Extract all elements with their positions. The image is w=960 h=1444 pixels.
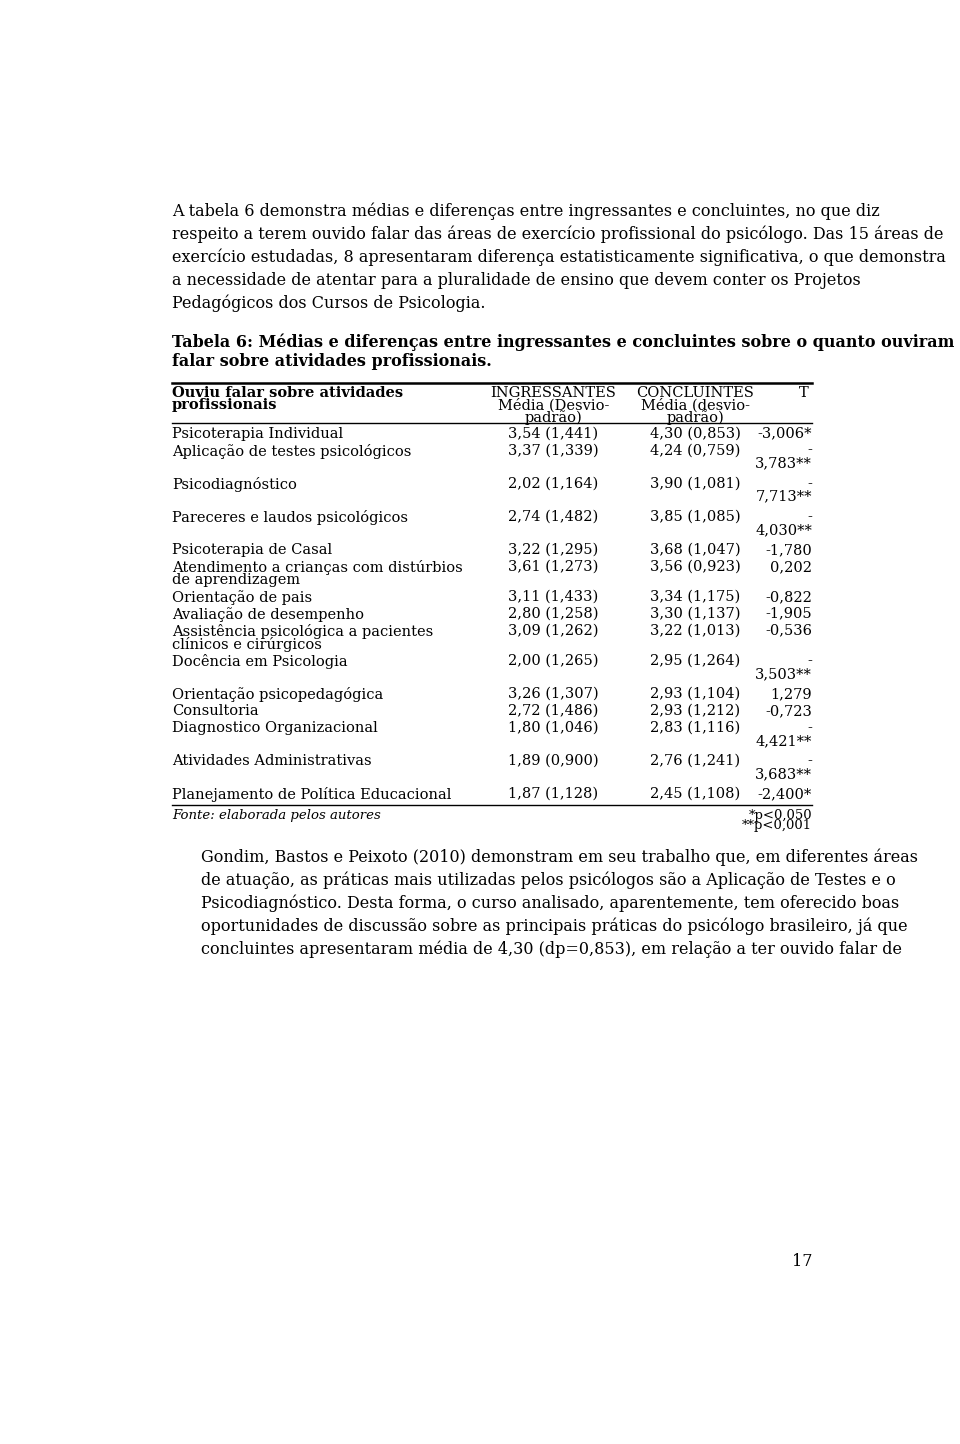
- Text: 3,34 (1,175): 3,34 (1,175): [650, 589, 740, 604]
- Text: Consultoria: Consultoria: [172, 703, 258, 718]
- Text: 2,93 (1,104): 2,93 (1,104): [650, 687, 740, 700]
- Text: Orientação psicopedagógica: Orientação psicopedagógica: [172, 687, 383, 702]
- Text: clínicos e cirúrgicos: clínicos e cirúrgicos: [172, 637, 322, 651]
- Text: -: -: [807, 754, 812, 768]
- Text: 3,683**: 3,683**: [756, 767, 812, 781]
- Text: 3,54 (1,441): 3,54 (1,441): [508, 426, 598, 440]
- Text: Psicodiagnóstico. Desta forma, o curso analisado, aparentemente, tem oferecido b: Psicodiagnóstico. Desta forma, o curso a…: [202, 895, 900, 913]
- Text: -0,536: -0,536: [765, 624, 812, 638]
- Text: de aprendizagem: de aprendizagem: [172, 573, 300, 586]
- Text: 3,30 (1,137): 3,30 (1,137): [650, 606, 741, 621]
- Text: Psicoterapia Individual: Psicoterapia Individual: [172, 426, 343, 440]
- Text: -0,723: -0,723: [765, 703, 812, 718]
- Text: CONCLUINTES: CONCLUINTES: [636, 386, 755, 400]
- Text: -3,006*: -3,006*: [757, 426, 812, 440]
- Text: -2,400*: -2,400*: [757, 787, 812, 801]
- Text: Aplicação de testes psicológicos: Aplicação de testes psicológicos: [172, 443, 411, 459]
- Text: 2,76 (1,241): 2,76 (1,241): [650, 754, 740, 768]
- Text: 3,85 (1,085): 3,85 (1,085): [650, 510, 741, 524]
- Text: 17: 17: [792, 1253, 812, 1269]
- Text: 7,713**: 7,713**: [756, 490, 812, 504]
- Text: 3,61 (1,273): 3,61 (1,273): [508, 560, 598, 573]
- Text: 3,503**: 3,503**: [756, 667, 812, 682]
- Text: Fonte: elaborada pelos autores: Fonte: elaborada pelos autores: [172, 809, 381, 822]
- Text: Ouviu falar sobre atividades: Ouviu falar sobre atividades: [172, 386, 403, 400]
- Text: 3,37 (1,339): 3,37 (1,339): [508, 443, 598, 458]
- Text: 3,56 (0,923): 3,56 (0,923): [650, 560, 741, 573]
- Text: 1,80 (1,046): 1,80 (1,046): [508, 721, 598, 735]
- Text: -: -: [807, 510, 812, 524]
- Text: -: -: [807, 477, 812, 491]
- Text: INGRESSANTES: INGRESSANTES: [491, 386, 616, 400]
- Text: 2,83 (1,116): 2,83 (1,116): [650, 721, 740, 735]
- Text: Assistência psicológica a pacientes: Assistência psicológica a pacientes: [172, 624, 433, 638]
- Text: Docência em Psicologia: Docência em Psicologia: [172, 654, 348, 669]
- Text: -: -: [807, 654, 812, 667]
- Text: 2,80 (1,258): 2,80 (1,258): [508, 606, 598, 621]
- Text: -1,780: -1,780: [765, 543, 812, 557]
- Text: Pedagógicos dos Cursos de Psicologia.: Pedagógicos dos Cursos de Psicologia.: [172, 295, 486, 312]
- Text: 3,11 (1,433): 3,11 (1,433): [508, 589, 598, 604]
- Text: respeito a terem ouvido falar das áreas de exercício profissional do psicólogo. : respeito a terem ouvido falar das áreas …: [172, 225, 944, 243]
- Text: 2,45 (1,108): 2,45 (1,108): [650, 787, 740, 801]
- Text: 0,202: 0,202: [770, 560, 812, 573]
- Text: 2,93 (1,212): 2,93 (1,212): [650, 703, 740, 718]
- Text: -1,905: -1,905: [765, 606, 812, 621]
- Text: 4,24 (0,759): 4,24 (0,759): [650, 443, 740, 458]
- Text: 2,72 (1,486): 2,72 (1,486): [508, 703, 598, 718]
- Text: 1,87 (1,128): 1,87 (1,128): [508, 787, 598, 801]
- Text: 4,030**: 4,030**: [756, 523, 812, 537]
- Text: -: -: [807, 721, 812, 735]
- Text: Média (desvio-: Média (desvio-: [641, 399, 750, 413]
- Text: Planejamento de Política Educacional: Planejamento de Política Educacional: [172, 787, 451, 801]
- Text: Atividades Administrativas: Atividades Administrativas: [172, 754, 372, 768]
- Text: Atendimento a crianças com distúrbios: Atendimento a crianças com distúrbios: [172, 560, 463, 575]
- Text: padrão): padrão): [666, 410, 724, 426]
- Text: Orientação de pais: Orientação de pais: [172, 589, 312, 605]
- Text: *p<0,050: *p<0,050: [749, 809, 812, 822]
- Text: padrão): padrão): [524, 410, 582, 426]
- Text: T: T: [799, 386, 808, 400]
- Text: exercício estudadas, 8 apresentaram diferença estatisticamente significativa, o : exercício estudadas, 8 apresentaram dife…: [172, 248, 946, 266]
- Text: Avaliação de desempenho: Avaliação de desempenho: [172, 606, 364, 622]
- Text: oportunidades de discussão sobre as principais práticas do psicólogo brasileiro,: oportunidades de discussão sobre as prin…: [202, 918, 908, 936]
- Text: 4,30 (0,853): 4,30 (0,853): [650, 426, 741, 440]
- Text: 4,421**: 4,421**: [756, 734, 812, 748]
- Text: 3,26 (1,307): 3,26 (1,307): [508, 687, 598, 700]
- Text: 2,00 (1,265): 2,00 (1,265): [508, 654, 598, 667]
- Text: A tabela 6 demonstra médias e diferenças entre ingressantes e concluintes, no qu: A tabela 6 demonstra médias e diferenças…: [172, 202, 879, 219]
- Text: 2,74 (1,482): 2,74 (1,482): [508, 510, 598, 524]
- Text: 2,02 (1,164): 2,02 (1,164): [508, 477, 598, 491]
- Text: Gondim, Bastos e Peixoto (2010) demonstram em seu trabalho que, em diferentes ár: Gondim, Bastos e Peixoto (2010) demonstr…: [202, 849, 919, 866]
- Text: profissionais: profissionais: [172, 399, 277, 412]
- Text: 1,279: 1,279: [771, 687, 812, 700]
- Text: 3,22 (1,295): 3,22 (1,295): [508, 543, 598, 557]
- Text: Média (Desvio-: Média (Desvio-: [497, 399, 609, 413]
- Text: Tabela 6: Médias e diferenças entre ingressantes e concluintes sobre o quanto ou: Tabela 6: Médias e diferenças entre ingr…: [172, 334, 954, 351]
- Text: -0,822: -0,822: [765, 589, 812, 604]
- Text: Pareceres e laudos psicológicos: Pareceres e laudos psicológicos: [172, 510, 408, 524]
- Text: 3,783**: 3,783**: [756, 456, 812, 471]
- Text: concluintes apresentaram média de 4,30 (dp=0,853), em relação a ter ouvido falar: concluintes apresentaram média de 4,30 (…: [202, 941, 902, 959]
- Text: Psicodiagnóstico: Psicodiagnóstico: [172, 477, 297, 491]
- Text: -: -: [807, 443, 812, 458]
- Text: **p<0,001: **p<0,001: [742, 819, 812, 832]
- Text: Diagnostico Organizacional: Diagnostico Organizacional: [172, 721, 377, 735]
- Text: de atuação, as práticas mais utilizadas pelos psicólogos são a Aplicação de Test: de atuação, as práticas mais utilizadas …: [202, 872, 896, 890]
- Text: a necessidade de atentar para a pluralidade de ensino que devem conter os Projet: a necessidade de atentar para a pluralid…: [172, 271, 861, 289]
- Text: 3,90 (1,081): 3,90 (1,081): [650, 477, 741, 491]
- Text: 2,95 (1,264): 2,95 (1,264): [650, 654, 740, 667]
- Text: 3,09 (1,262): 3,09 (1,262): [508, 624, 598, 638]
- Text: Psicoterapia de Casal: Psicoterapia de Casal: [172, 543, 332, 557]
- Text: falar sobre atividades profissionais.: falar sobre atividades profissionais.: [172, 352, 492, 370]
- Text: 3,22 (1,013): 3,22 (1,013): [650, 624, 740, 638]
- Text: 3,68 (1,047): 3,68 (1,047): [650, 543, 741, 557]
- Text: 1,89 (0,900): 1,89 (0,900): [508, 754, 598, 768]
